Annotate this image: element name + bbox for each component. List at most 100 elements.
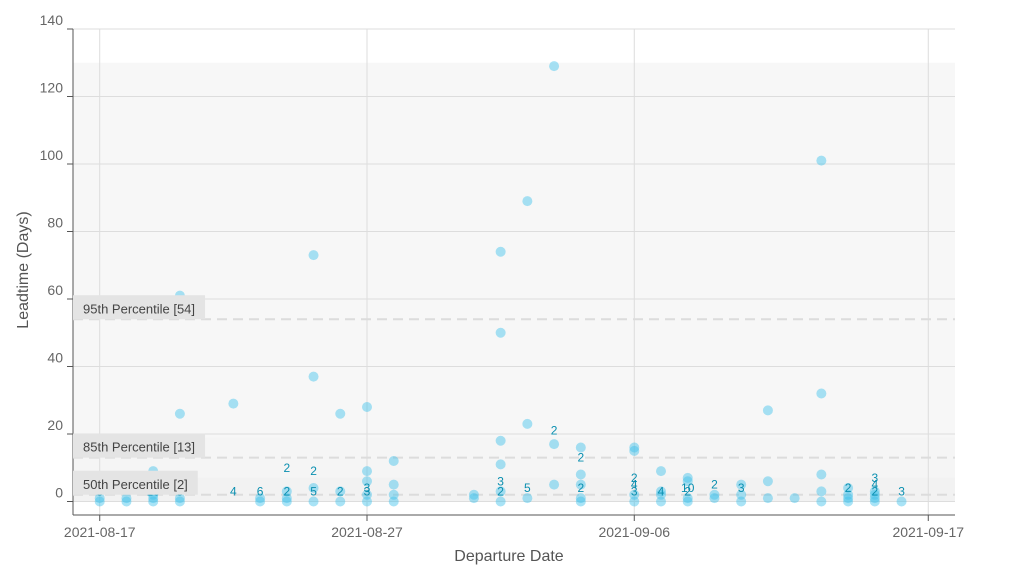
count-label: 3: [364, 481, 371, 495]
data-point: [308, 371, 319, 382]
count-label: 3: [497, 474, 504, 488]
count-label: 3: [364, 484, 371, 498]
data-point: [281, 486, 292, 497]
data-point: [896, 496, 907, 507]
y-tick-label: 80: [47, 215, 63, 231]
count-label: 4: [631, 478, 638, 492]
y-axis-title: Leadtime (Days): [15, 211, 32, 328]
data-point: [709, 493, 720, 504]
count-label: 3: [631, 484, 638, 498]
data-point: [869, 489, 880, 500]
count-label: 6: [257, 484, 264, 498]
shaded-band: [73, 62, 955, 502]
data-point: [255, 496, 266, 507]
count-label: 2: [551, 424, 558, 438]
data-point: [388, 479, 399, 490]
count-label: 4: [871, 478, 878, 492]
data-point: [174, 496, 185, 507]
y-tick-label: 140: [40, 12, 64, 28]
percentile-label-text: 50th Percentile [2]: [83, 477, 188, 492]
percentile-lines: [73, 318, 955, 496]
data-point: [362, 489, 372, 500]
data-point: [736, 489, 747, 500]
x-axis-title: Departure Date: [454, 548, 563, 565]
data-point: [308, 250, 319, 261]
data-point: [94, 496, 105, 507]
data-point: [629, 489, 640, 500]
y-tick-label: 20: [47, 417, 63, 433]
data-point: [362, 496, 372, 507]
data-point: [495, 459, 506, 470]
data-point: [121, 493, 132, 504]
data-point: [335, 496, 346, 507]
data-point: [869, 496, 880, 507]
data-point: [388, 456, 399, 466]
data-point: [94, 493, 105, 504]
data-point: [656, 466, 666, 477]
data-point: [495, 327, 506, 338]
data-point: [362, 476, 372, 487]
data-point: [174, 408, 185, 419]
data-point: [575, 469, 586, 480]
data-point: [308, 483, 319, 493]
percentile-labels: 50th Percentile [2] 85th Percentile [13] 9…: [73, 295, 206, 495]
data-point: [869, 493, 880, 504]
x-tick-label: 2021-08-27: [331, 524, 403, 540]
x-tick-label: 2021-08-17: [64, 524, 136, 540]
data-point: [388, 496, 399, 507]
count-label: 2: [577, 481, 584, 495]
percentile-label-text: 85th Percentile [13]: [83, 440, 195, 455]
data-point: [656, 486, 666, 497]
data-point: [682, 493, 693, 504]
data-point: [816, 388, 827, 399]
count-label: 4: [230, 484, 237, 498]
percentile-label-box: [73, 433, 206, 458]
x-tick-labels: 2021-08-17 2021-08-27 2021-09-06 2021-09-17: [64, 524, 964, 540]
data-point: [762, 476, 773, 487]
count-label: 2: [684, 484, 691, 498]
data-point: [228, 398, 239, 409]
data-point: [709, 489, 720, 500]
percentile-label-box: [73, 470, 198, 495]
data-point: [869, 486, 880, 497]
count-label: 3: [871, 471, 878, 485]
data-point: [682, 472, 693, 483]
data-point: [843, 493, 854, 504]
data-point: [629, 442, 640, 453]
data-point: [629, 445, 640, 456]
data-point: [816, 496, 827, 507]
count-label: 2: [577, 451, 584, 465]
data-point: [468, 493, 479, 504]
data-point: [816, 486, 827, 497]
data-point: [575, 479, 586, 490]
data-point: [281, 496, 292, 507]
count-label: 3: [898, 484, 905, 498]
data-point: [656, 489, 666, 500]
data-point: [468, 489, 479, 500]
data-point: [816, 469, 827, 480]
data-point: [335, 486, 346, 497]
y-tick-label: 120: [40, 80, 64, 96]
count-label: 2: [310, 464, 317, 478]
count-label: 10: [681, 481, 695, 495]
data-point: [629, 496, 640, 507]
x-tick-label: 2021-09-17: [892, 524, 964, 540]
percentile-label-box: [73, 295, 206, 320]
data-point: [121, 496, 132, 507]
count-label: 2: [631, 471, 638, 485]
data-point: [148, 496, 159, 507]
data-point: [495, 496, 506, 507]
data-point: [308, 496, 319, 507]
data-point: [174, 493, 185, 504]
data-point: [682, 496, 693, 507]
data-point: [682, 476, 693, 487]
data-point: [843, 483, 854, 493]
data-point: [495, 486, 506, 497]
data-point: [362, 466, 372, 477]
count-label: 2: [337, 484, 344, 498]
data-point: [522, 418, 533, 429]
data-point: [549, 439, 560, 450]
percentile-label: 85th Percentile [13]: [73, 433, 206, 458]
count-label: 4: [658, 484, 665, 498]
